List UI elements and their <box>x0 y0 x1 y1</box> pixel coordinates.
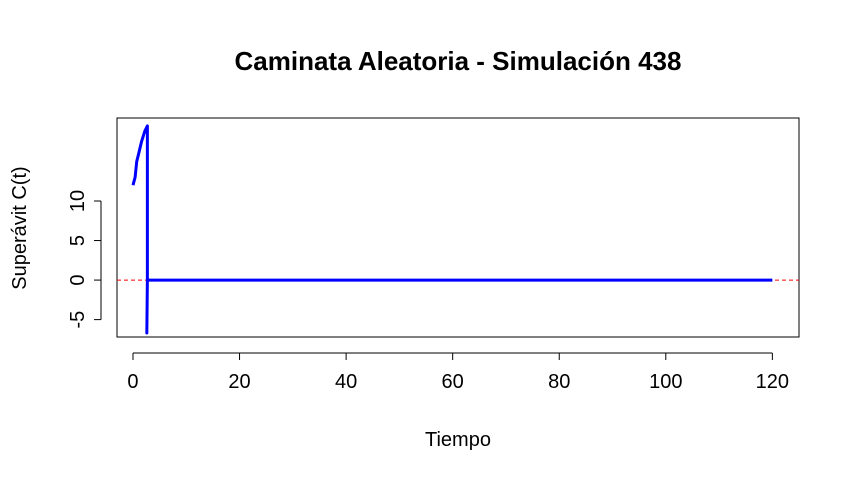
x-tick-label: 0 <box>127 371 138 393</box>
y-tick-label: 5 <box>67 235 89 246</box>
plot-content <box>117 124 799 335</box>
y-tick-label: -5 <box>67 311 89 329</box>
y-axis-label: Superávit C(t) <box>9 166 31 289</box>
x-axis: 0 20 40 60 80 100 120 <box>127 352 789 393</box>
x-tick-label: 120 <box>756 371 789 393</box>
x-tick-label: 20 <box>228 371 250 393</box>
y-axis: -5 0 5 10 <box>67 190 102 329</box>
plot-area-border <box>116 117 800 338</box>
x-axis-label: Tiempo <box>425 429 491 451</box>
x-tick-label: 80 <box>548 371 570 393</box>
chart-title: Caminata Aleatoria - Simulación 438 <box>235 46 682 76</box>
x-tick-label: 60 <box>442 371 464 393</box>
x-tick-label: 100 <box>649 371 682 393</box>
y-tick-label: 0 <box>67 275 89 286</box>
series-line <box>131 124 773 335</box>
y-tick-label: 10 <box>67 190 89 212</box>
x-tick-label: 40 <box>335 371 357 393</box>
